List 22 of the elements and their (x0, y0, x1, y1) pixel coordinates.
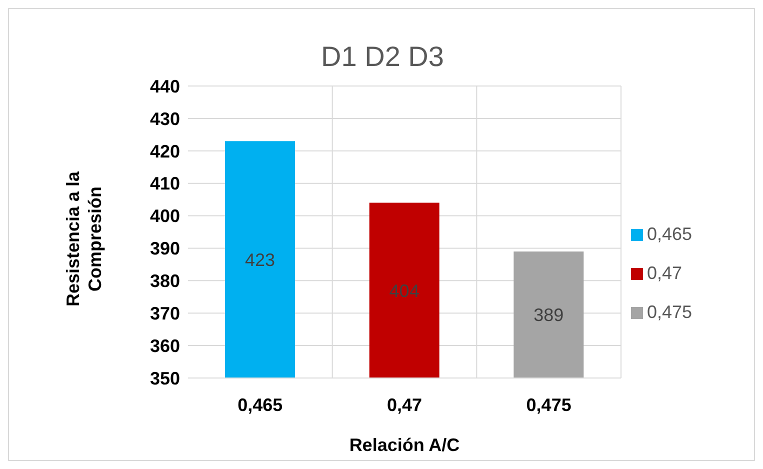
legend-label: 0,47 (647, 263, 682, 284)
x-tick-label: 0,475 (526, 394, 572, 415)
x-tick-label: 0,47 (386, 394, 422, 415)
y-tick-label: 370 (150, 304, 180, 324)
data-label: 423 (244, 250, 276, 270)
y-axis-title: Resistencia a la Compresión (62, 170, 106, 309)
legend-label: 0,475 (647, 302, 692, 323)
y-tick-label: 430 (150, 108, 180, 129)
y-tick-label: 390 (150, 238, 180, 259)
chart-title: D1 D2 D3 (320, 41, 445, 73)
data-label: 404 (389, 280, 420, 301)
legend-label: 0,465 (647, 224, 692, 245)
data-label: 389 (534, 305, 564, 326)
y-tick-label: 360 (150, 336, 180, 356)
y-tick-label: 350 (150, 368, 180, 388)
x-tick-label: 0,465 (238, 394, 283, 415)
y-tick-label: 400 (150, 206, 180, 226)
y-tick-label: 420 (150, 141, 180, 162)
y-tick-label: 410 (150, 174, 180, 194)
y-tick-label: 380 (150, 271, 180, 292)
x-axis-title: Relación A/C (348, 435, 461, 456)
y-tick-label: 440 (150, 76, 180, 96)
